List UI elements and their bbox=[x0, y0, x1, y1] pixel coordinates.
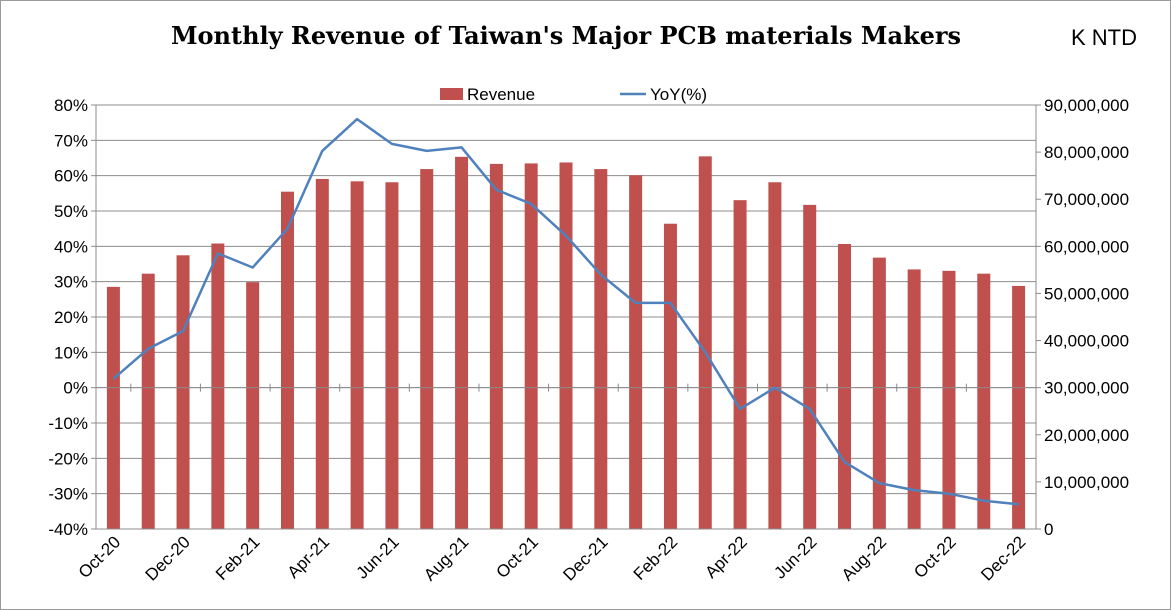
revenue-bar bbox=[629, 175, 643, 529]
x-tick-label: Dec-20 bbox=[142, 532, 194, 584]
chart-title: Monthly Revenue of Taiwan's Major PCB ma… bbox=[171, 21, 961, 50]
x-tick-label: Aug-21 bbox=[420, 532, 472, 584]
revenue-bar bbox=[385, 182, 399, 530]
revenue-bar bbox=[350, 181, 364, 529]
revenue-bar bbox=[420, 169, 434, 529]
unit-label: K NTD bbox=[1071, 25, 1137, 50]
right-tick-label: 80,000,000 bbox=[1044, 143, 1129, 162]
x-tick-label: Jun-22 bbox=[770, 532, 820, 582]
legend: Revenue YoY(%) bbox=[440, 85, 707, 104]
x-tick-label: Feb-21 bbox=[212, 532, 264, 584]
revenue-bar bbox=[698, 156, 712, 529]
left-tick-label: 60% bbox=[54, 167, 88, 186]
left-tick-label: 80% bbox=[54, 96, 88, 115]
revenue-bar bbox=[803, 204, 817, 529]
revenue-bar bbox=[594, 169, 608, 529]
revenue-bar bbox=[942, 270, 956, 529]
revenue-bar bbox=[176, 255, 190, 530]
x-tick-label: Dec-22 bbox=[977, 532, 1029, 584]
right-tick-label: 20,000,000 bbox=[1044, 426, 1129, 445]
revenue-bar bbox=[977, 273, 991, 529]
revenue-bar bbox=[280, 191, 294, 529]
revenue-bar bbox=[733, 200, 747, 530]
revenue-bar bbox=[106, 286, 120, 529]
left-tick-label: 50% bbox=[54, 202, 88, 221]
yoy-line bbox=[112, 117, 1019, 506]
right-axis-ticks: 0 10,000,000 20,000,000 30,000,000 40,000,00… bbox=[1036, 96, 1129, 539]
left-tick-label: 20% bbox=[54, 308, 88, 327]
x-tick-label: Apr-22 bbox=[701, 532, 751, 582]
revenue-bar bbox=[455, 156, 469, 530]
left-tick-label: 40% bbox=[54, 237, 88, 256]
x-tick-label: Oct-21 bbox=[492, 532, 542, 582]
revenue-bar bbox=[838, 243, 852, 529]
left-tick-label: 10% bbox=[54, 343, 88, 362]
legend-revenue-label: Revenue bbox=[467, 85, 535, 104]
revenue-bar bbox=[872, 257, 886, 529]
revenue-bar bbox=[246, 282, 260, 529]
yoy-series-line bbox=[112, 117, 1019, 506]
revenue-bar bbox=[524, 163, 538, 529]
revenue-bar bbox=[489, 163, 503, 529]
revenue-bar bbox=[141, 273, 155, 529]
x-tick-label: Oct-22 bbox=[910, 532, 960, 582]
right-tick-label: 70,000,000 bbox=[1044, 190, 1129, 209]
revenue-bar bbox=[1012, 285, 1026, 529]
left-tick-label: 70% bbox=[54, 131, 88, 150]
x-tick-label: Dec-21 bbox=[559, 532, 611, 584]
x-tick-label: Jun-21 bbox=[353, 532, 403, 582]
right-tick-label: 90,000,000 bbox=[1044, 96, 1129, 115]
left-tick-label: -30% bbox=[48, 485, 88, 504]
revenue-bar bbox=[663, 223, 677, 529]
right-tick-label: 0 bbox=[1044, 520, 1053, 539]
x-tick-label: Oct-20 bbox=[75, 532, 125, 582]
revenue-bar bbox=[768, 182, 782, 530]
left-tick-label: 0% bbox=[63, 379, 88, 398]
revenue-bar bbox=[907, 269, 921, 529]
right-tick-label: 10,000,000 bbox=[1044, 473, 1129, 492]
left-tick-label: 30% bbox=[54, 273, 88, 292]
left-tick-label: -20% bbox=[48, 449, 88, 468]
right-tick-label: 60,000,000 bbox=[1044, 237, 1129, 256]
x-tick-label: Aug-22 bbox=[838, 532, 890, 584]
x-tick-label: Apr-21 bbox=[284, 532, 334, 582]
right-tick-label: 30,000,000 bbox=[1044, 379, 1129, 398]
x-axis-ticks: Oct-20 Dec-20 Feb-21 Apr-21 Jun-21 Aug-21 Oct-… bbox=[75, 532, 1030, 584]
revenue-bar bbox=[211, 243, 225, 530]
left-axis-ticks: -40% -30% -20% -10% 0% 10% 20% 30% 40% 50% 60% 70% 8… bbox=[48, 96, 96, 539]
right-tick-label: 50,000,000 bbox=[1044, 284, 1129, 303]
x-tick-label: Feb-22 bbox=[630, 532, 682, 584]
right-tick-label: 40,000,000 bbox=[1044, 332, 1129, 351]
revenue-bars bbox=[106, 156, 1026, 530]
legend-revenue-swatch bbox=[440, 88, 463, 100]
legend-yoy-label: YoY(%) bbox=[650, 85, 707, 104]
revenue-bar bbox=[559, 162, 573, 529]
revenue-bar bbox=[315, 178, 329, 529]
left-tick-label: -10% bbox=[48, 414, 88, 433]
left-tick-label: -40% bbox=[48, 520, 88, 539]
